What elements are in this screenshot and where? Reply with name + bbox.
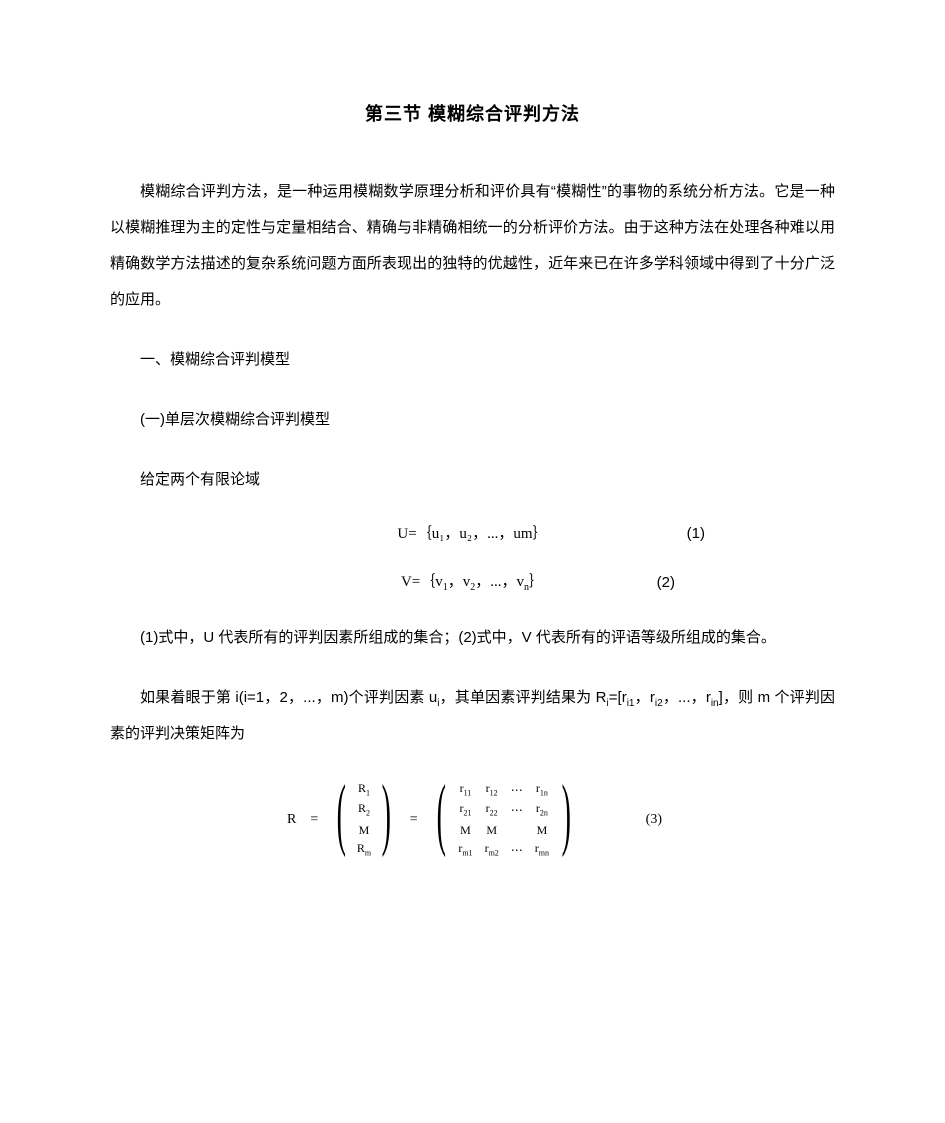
matrix-A-wrap: ( R1 R2 M Rm ) xyxy=(328,776,400,864)
mB-3-0: rm1 xyxy=(458,842,472,857)
p4-sub-i2: i2 xyxy=(655,698,663,709)
mB-1-3: r2n xyxy=(536,802,548,817)
eq2-m2: ，...，v xyxy=(475,574,524,590)
heading-level-1: 一、模糊综合评判模型 xyxy=(110,342,835,378)
mB-0-3: r1n xyxy=(536,782,548,797)
p4-c: =[r xyxy=(609,689,627,706)
eq2-post: ｝ xyxy=(529,574,544,590)
matrix-equation-body: R = ( R1 R2 M Rm ) = ( r11 r12 ⋯ r1n xyxy=(283,776,662,864)
p4-sub-in: in xyxy=(711,698,719,709)
equation-1-number: (1) xyxy=(687,522,705,546)
heading-level-2: (一)单层次模糊综合评判模型 xyxy=(110,402,835,438)
p4-sub-i1: i1 xyxy=(627,698,635,709)
left-paren-icon: ( xyxy=(337,776,346,864)
mA-1: R2 xyxy=(358,802,370,817)
p4-d: ，r xyxy=(635,689,655,706)
p4-e: ，...，r xyxy=(663,689,711,706)
matrix-B-wrap: ( r11 r12 ⋯ r1n r21 r22 ⋯ r2n M M M rm1 … xyxy=(428,776,580,864)
left-paren-icon-2: ( xyxy=(436,776,445,864)
equation-3-number: (3) xyxy=(646,812,662,828)
paragraph-given-domains: 给定两个有限论域 xyxy=(110,462,835,498)
mB-1-2: ⋯ xyxy=(511,804,523,816)
equation-2-number: (2) xyxy=(657,571,675,595)
eq2-pre: V=｛v xyxy=(401,574,443,590)
mB-0-2: ⋯ xyxy=(511,784,523,796)
mA-2: M xyxy=(359,824,370,836)
intro-paragraph: 模糊综合评判方法，是一种运用模糊数学原理分析和评价具有“模糊性”的事物的系统分析… xyxy=(110,174,835,318)
mB-2-1: M xyxy=(486,824,497,836)
eq2-m1: ，v xyxy=(448,574,471,590)
mB-3-3: rmn xyxy=(535,842,549,857)
mB-1-0: r21 xyxy=(459,802,471,817)
mB-3-2: ⋯ xyxy=(511,844,523,856)
mA-3: Rm xyxy=(357,842,371,857)
mA-0: R1 xyxy=(358,782,370,797)
mB-0-0: r11 xyxy=(460,782,472,797)
page: 第三节 模糊综合评判方法 模糊综合评判方法，是一种运用模糊数学原理分析和评价具有… xyxy=(0,0,945,1123)
right-paren-icon-2: ) xyxy=(562,776,571,864)
equation-1-body: U=｛u₁，u₂，...，um｝ xyxy=(397,522,547,546)
equation-1: U=｛u₁，u₂，...，um｝ (1) xyxy=(110,522,835,546)
matrix-B: r11 r12 ⋯ r1n r21 r22 ⋯ r2n M M M rm1 rm… xyxy=(454,776,553,864)
paragraph-decision-matrix-intro: 如果着眼于第 i(i=1，2，...，m)个评判因素 ui，其单因素评判结果为 … xyxy=(110,680,835,752)
section-title: 第三节 模糊综合评判方法 xyxy=(110,100,835,126)
equals-sign-2: = xyxy=(406,812,422,828)
equation-2: V=｛v1，v2，...，vn｝ (2) xyxy=(110,570,835,596)
equals-sign-1: = xyxy=(306,812,322,828)
matrix-lead-R: R xyxy=(283,812,300,828)
mB-0-1: r12 xyxy=(486,782,498,797)
p4-a: 如果着眼于第 i(i=1，2，...，m)个评判因素 u xyxy=(140,689,437,706)
mB-2-3: M xyxy=(537,824,548,836)
matrix-A: R1 R2 M Rm xyxy=(355,776,373,864)
paragraph-explain-sets: (1)式中，U 代表所有的评判因素所组成的集合；(2)式中，V 代表所有的评语等… xyxy=(110,620,835,656)
right-paren-icon: ) xyxy=(382,776,391,864)
p4-b: ，其单因素评判结果为 R xyxy=(439,689,606,706)
equation-2-body: V=｛v1，v2，...，vn｝ xyxy=(401,570,544,596)
mB-2-0: M xyxy=(460,824,471,836)
mB-1-1: r22 xyxy=(486,802,498,817)
mB-3-1: rm2 xyxy=(485,842,499,857)
equation-3-matrix: R = ( R1 R2 M Rm ) = ( r11 r12 ⋯ r1n xyxy=(110,776,835,864)
